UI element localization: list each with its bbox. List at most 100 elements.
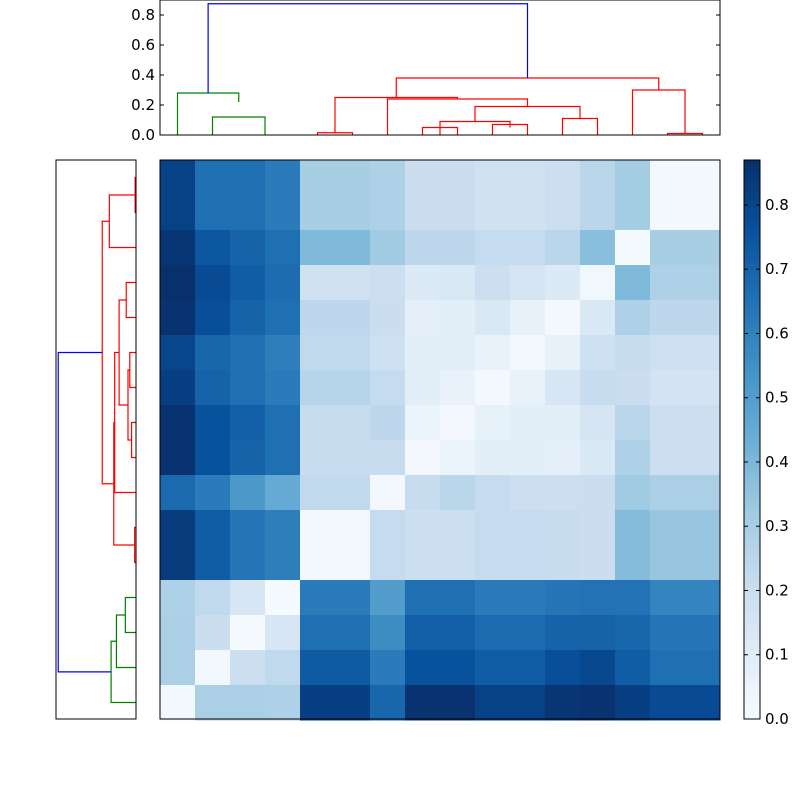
heatmap-cell: [475, 300, 511, 336]
heatmap-cell: [370, 650, 406, 686]
heatmap-cell: [300, 405, 371, 441]
top-y-tick-label: 0.6: [131, 36, 155, 54]
heatmap-cell: [510, 370, 546, 406]
heatmap-cell: [300, 580, 371, 616]
top-dendrogram-y-axis: 0.0 0.2 0.4 0.6 0.8: [131, 6, 720, 144]
heatmap-cell: [580, 230, 616, 266]
heatmap-cell: [300, 440, 371, 476]
heatmap-cell: [580, 475, 616, 511]
heatmap-cell: [475, 265, 511, 301]
heatmap-cell: [405, 370, 441, 406]
heatmap-cell: [230, 160, 266, 231]
heatmap-cell: [230, 685, 266, 721]
heatmap-cell: [475, 335, 511, 371]
heatmap-cell: [265, 370, 301, 406]
heatmap-cell: [615, 405, 651, 441]
heatmap-cell: [475, 230, 511, 266]
heatmap-cell: [580, 510, 616, 581]
heatmap-cell: [545, 650, 581, 686]
heatmap-cell: [230, 300, 266, 336]
heatmap-cell: [580, 370, 616, 406]
colorbar-tick-label: 0.5: [765, 389, 789, 407]
heatmap-cell: [650, 230, 721, 266]
heatmap-cell: [405, 300, 441, 336]
heatmap-cell: [160, 685, 196, 721]
heatmap-cell: [580, 650, 616, 686]
heatmap-cell: [650, 475, 721, 511]
heatmap-cell: [475, 615, 511, 651]
heatmap-cell: [440, 160, 476, 231]
heatmap-cell: [195, 265, 231, 301]
heatmap-cell: [160, 265, 196, 301]
heatmap-cell: [580, 685, 616, 721]
heatmap-cell: [510, 650, 546, 686]
heatmap-cell: [300, 475, 371, 511]
heatmap-cell: [545, 615, 581, 651]
heatmap-frame: [159, 159, 721, 720]
heatmap-cell: [265, 405, 301, 441]
heatmap-cell: [510, 300, 546, 336]
heatmap-cell: [510, 405, 546, 441]
heatmap-cell: [545, 160, 581, 231]
heatmap-cell: [475, 650, 511, 686]
colorbar-tick-label: 0.1: [765, 646, 789, 664]
heatmap-cell: [160, 300, 196, 336]
heatmap-cell: [230, 265, 266, 301]
heatmap-cell: [650, 650, 721, 686]
heatmap-cell: [405, 405, 441, 441]
heatmap-cell: [510, 440, 546, 476]
heatmap-cell: [440, 300, 476, 336]
heatmap-cell: [195, 650, 231, 686]
heatmap-cell: [230, 230, 266, 266]
heatmap-cell: [510, 230, 546, 266]
heatmap-cell: [370, 370, 406, 406]
heatmap-cell: [440, 580, 476, 616]
heatmap-cell: [545, 440, 581, 476]
heatmap-cell: [160, 615, 196, 651]
heatmap-cell: [230, 510, 266, 581]
heatmap-cell: [615, 475, 651, 511]
heatmap-cell: [230, 650, 266, 686]
heatmap-cell: [510, 475, 546, 511]
heatmap-cell: [230, 475, 266, 511]
heatmap-cell: [405, 335, 441, 371]
heatmap-cell: [650, 160, 721, 231]
heatmap-cell: [370, 685, 406, 721]
heatmap-cell: [615, 335, 651, 371]
heatmap-cell: [580, 335, 616, 371]
heatmap-cell: [405, 265, 441, 301]
heatmap-cell: [265, 615, 301, 651]
heatmap-cell: [300, 230, 371, 266]
top-dendrogram-link: [211, 116, 266, 135]
heatmap-cell: [300, 160, 371, 231]
heatmap-cell: [230, 405, 266, 441]
colorbar: [743, 159, 761, 720]
heatmap-cell: [160, 160, 196, 231]
heatmap-cell: [405, 160, 441, 231]
heatmap-cell: [650, 580, 721, 616]
heatmap-cell: [580, 405, 616, 441]
colorbar-axis: 0.0 0.1 0.2 0.3 0.4 0.5 0.6 0.7 0.8: [744, 196, 789, 728]
heatmap-cell: [545, 230, 581, 266]
heatmap-cell: [370, 510, 406, 581]
top-dendrogram-link: [207, 3, 529, 93]
heatmap-cell: [195, 230, 231, 266]
heatmap-cell: [160, 580, 196, 616]
heatmap-cell: [195, 685, 231, 721]
heatmap-cell: [615, 440, 651, 476]
heatmap-cell: [650, 405, 721, 441]
heatmap-cell: [580, 580, 616, 616]
colorbar-tick-label: 0.0: [765, 710, 789, 728]
heatmap-cell: [265, 160, 301, 231]
heatmap-cell: [160, 335, 196, 371]
heatmap-cell: [300, 335, 371, 371]
heatmap-cell: [615, 160, 651, 231]
heatmap-cell: [160, 440, 196, 476]
heatmap-cell: [230, 580, 266, 616]
heatmap-cell: [615, 300, 651, 336]
heatmap-cell: [195, 370, 231, 406]
heatmap-cell: [475, 475, 511, 511]
top-dendrogram-frame: [159, 0, 721, 136]
heatmap-cell: [195, 440, 231, 476]
heatmap-cell: [580, 440, 616, 476]
